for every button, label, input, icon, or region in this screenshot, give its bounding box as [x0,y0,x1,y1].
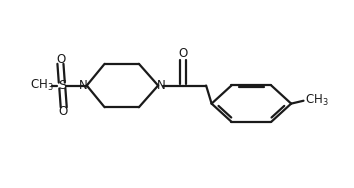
Text: O: O [56,53,65,66]
Text: O: O [178,47,187,60]
Text: S: S [58,79,66,92]
Text: CH$_3$: CH$_3$ [30,78,53,93]
Text: N: N [157,79,166,92]
Text: O: O [59,105,68,118]
Text: N: N [79,79,88,92]
Text: CH$_3$: CH$_3$ [305,93,329,108]
